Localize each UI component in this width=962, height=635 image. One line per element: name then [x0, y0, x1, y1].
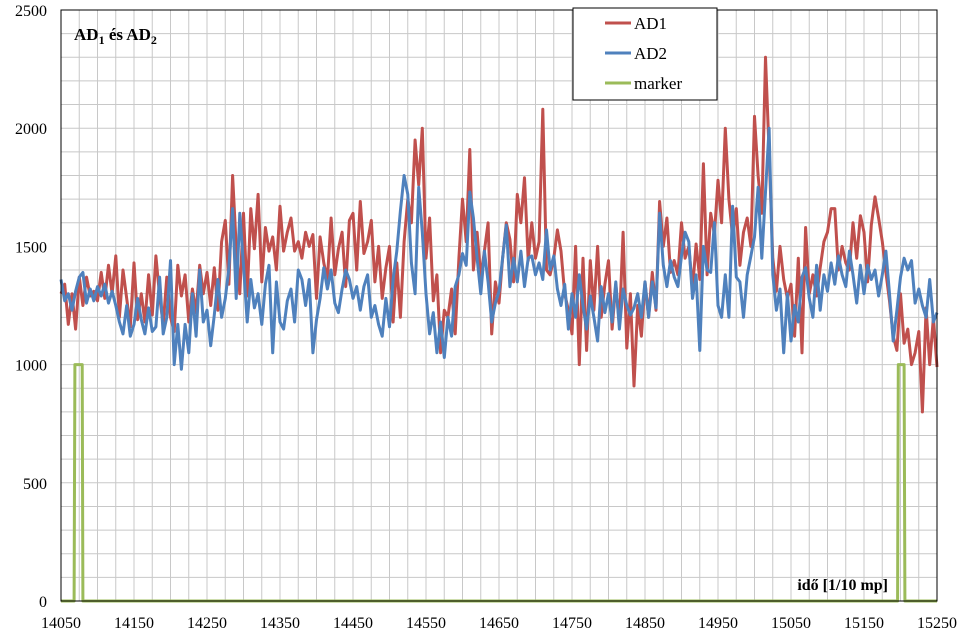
- x-tick-label: 14650: [479, 615, 519, 632]
- y-tick-labels: 0 500 1000 1500 2000 2500: [15, 3, 47, 611]
- x-tick-label: 14750: [552, 615, 592, 632]
- x-tick-label: 15250: [917, 615, 957, 632]
- y-tick-label: 1500: [15, 239, 47, 256]
- x-tick-label: 14350: [260, 615, 300, 632]
- y-tick-label: 1000: [15, 358, 47, 375]
- x-tick-label: 15150: [844, 615, 884, 632]
- legend-label-marker: marker: [634, 74, 682, 93]
- y-tick-label: 0: [39, 594, 47, 611]
- legend-box: [572, 7, 718, 101]
- legend: AD1 AD2 marker: [572, 7, 718, 101]
- x-tick-label: 14250: [187, 615, 227, 632]
- legend-label-ad1: AD1: [634, 14, 667, 33]
- x-tick-label: 14450: [333, 615, 373, 632]
- x-tick-label: 14050: [41, 615, 81, 632]
- inner-label: AD1 és AD2: [74, 25, 157, 47]
- x-axis-label: idő [1/10 mp]: [797, 577, 888, 594]
- y-tick-label: 500: [23, 476, 47, 493]
- y-tick-label: 2500: [15, 3, 47, 20]
- plot-border: [60, 9, 938, 602]
- series-line-ad1: [59, 55, 939, 414]
- x-tick-label: 15050: [771, 615, 811, 632]
- x-tick-labels: 14050 14150 14250 14350 14450 14550 14650 14750…: [41, 615, 957, 632]
- series-line-ad2: [59, 126, 939, 371]
- legend-label-ad2: AD2: [634, 44, 667, 63]
- x-tick-label: 14850: [625, 615, 665, 632]
- y-tick-label: 2000: [15, 121, 47, 138]
- x-tick-label: 14550: [406, 615, 446, 632]
- x-tick-label: 14150: [114, 615, 154, 632]
- x-tick-label: 14950: [698, 615, 738, 632]
